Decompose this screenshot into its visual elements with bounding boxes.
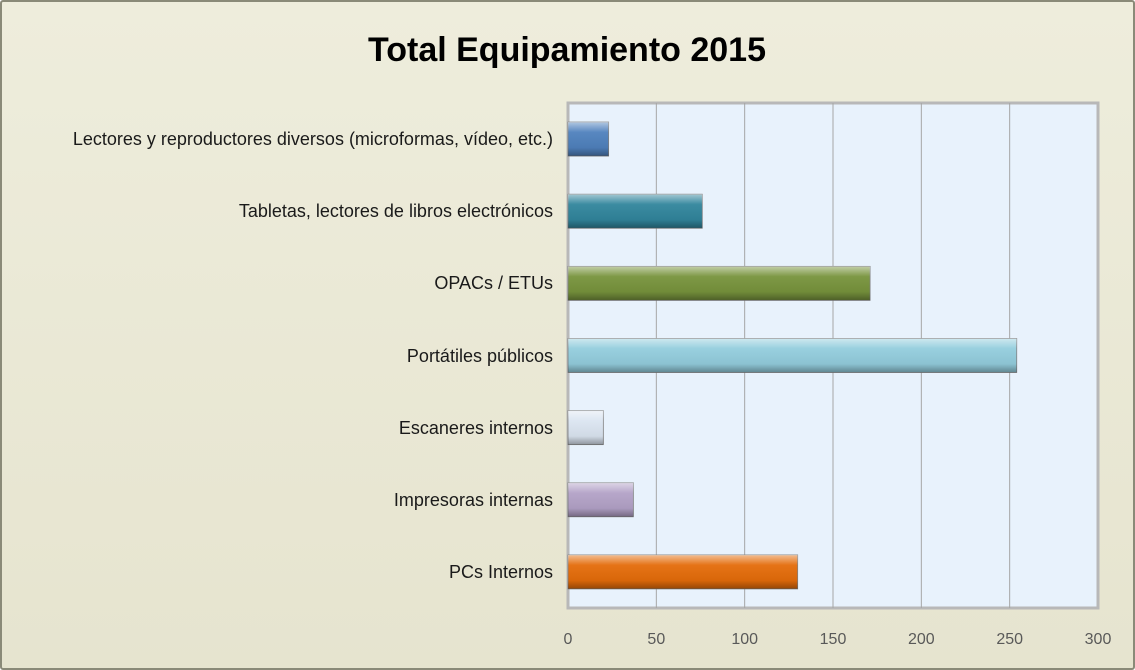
y-tick-text: OPACs / ETUs <box>434 273 553 294</box>
y-tick-text: Impresoras internas <box>393 489 553 510</box>
y-tick-label: Tabletas, lectores de libros electrónico… <box>0 200 553 222</box>
chart-title: Total Equipamiento 2015 <box>368 31 766 69</box>
y-tick-label: Impresoras internas <box>0 489 553 511</box>
bar-bevel <box>568 266 871 301</box>
x-tick-label: 0 <box>564 631 573 648</box>
x-tick-label: 50 <box>647 631 665 648</box>
y-tick-text: PCs Internos <box>448 561 553 582</box>
y-tick-label: Portátiles públicos <box>0 345 553 367</box>
y-tick-label: Lectores y reproductores diversos (micro… <box>0 128 553 150</box>
bar-bevel <box>568 554 798 589</box>
bar-bevel <box>568 194 703 229</box>
bar-bevel <box>568 482 634 517</box>
y-tick-label: Escaneres internos <box>0 417 553 439</box>
y-tick-text: Tabletas, lectores de libros electrónico… <box>238 201 553 222</box>
bar-bevel <box>568 410 604 445</box>
y-tick-text: Lectores y reproductores diversos (micro… <box>72 129 553 150</box>
x-tick-label: 250 <box>996 631 1023 648</box>
y-tick-text: Escaneres internos <box>398 417 553 438</box>
x-tick-label: 200 <box>908 631 935 648</box>
y-tick-label: OPACs / ETUs <box>0 272 553 294</box>
bar-bevel <box>568 338 1017 373</box>
bar-bevel <box>568 122 609 157</box>
x-tick-label: 150 <box>820 631 847 648</box>
y-tick-text: Portátiles públicos <box>406 345 553 366</box>
y-tick-label: PCs Internos <box>0 561 553 583</box>
x-tick-label: 300 <box>1085 631 1112 648</box>
x-tick-label: 100 <box>731 631 758 648</box>
